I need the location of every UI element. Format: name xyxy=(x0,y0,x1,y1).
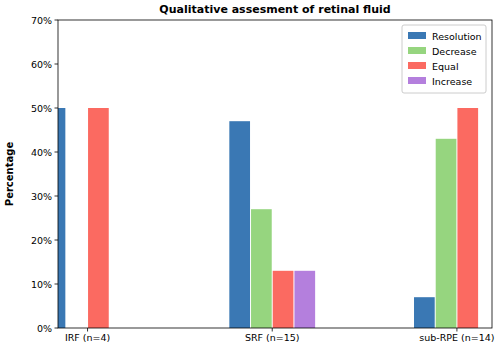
y-tick-label: 60% xyxy=(31,59,52,70)
y-tick-label: 70% xyxy=(31,15,52,26)
bars xyxy=(58,108,478,328)
y-tick xyxy=(55,328,59,329)
legend-swatch xyxy=(408,47,426,54)
title: Qualitative assesment of retinal fluid xyxy=(159,3,390,16)
y-tick-label: 40% xyxy=(31,147,52,158)
legend-swatch xyxy=(408,32,426,39)
y-tick xyxy=(55,152,59,153)
y-tick xyxy=(55,108,59,109)
bar xyxy=(251,209,272,328)
legend-swatch xyxy=(408,62,426,69)
bar xyxy=(229,121,250,328)
bar xyxy=(88,108,109,328)
y-tick xyxy=(55,240,59,241)
x-tick-label: IRF (n=4) xyxy=(65,332,110,343)
y-tick-label: 50% xyxy=(31,103,52,114)
legend-label: Increase xyxy=(432,76,472,87)
y-tick-label: 20% xyxy=(31,235,52,246)
y-axis-label: Percentage xyxy=(4,142,15,207)
bar xyxy=(273,271,294,328)
legend-label: Decrease xyxy=(432,46,477,57)
y-tick-label: 30% xyxy=(31,191,52,202)
legend-label: Resolution xyxy=(432,31,482,42)
legend-swatch xyxy=(408,77,426,84)
bar xyxy=(457,108,478,328)
legend-label: Equal xyxy=(432,61,459,72)
chart-container: Qualitative assesment of retinal fluid Pe… xyxy=(0,0,500,344)
y-tick xyxy=(55,284,59,285)
chart-svg: Qualitative assesment of retinal fluid Pe… xyxy=(0,0,500,344)
bar xyxy=(436,139,457,328)
y-tick xyxy=(55,20,59,21)
x-tick xyxy=(87,328,88,332)
x-tick-label: sub-RPE (n=14) xyxy=(419,332,494,343)
bar xyxy=(414,297,435,328)
legend-box xyxy=(402,25,486,93)
y-tick xyxy=(55,196,59,197)
x-tick xyxy=(456,328,457,332)
x-tick-label: SRF (n=15) xyxy=(245,332,300,343)
bar xyxy=(294,271,315,328)
legend: Resolution Decrease Equal Increase xyxy=(402,25,486,93)
bar xyxy=(58,108,65,328)
y-tick-label: 10% xyxy=(31,279,52,290)
plot-frame xyxy=(58,20,492,328)
y-tick xyxy=(55,64,59,65)
y-tick-label: 0% xyxy=(37,323,52,334)
x-tick xyxy=(272,328,273,332)
